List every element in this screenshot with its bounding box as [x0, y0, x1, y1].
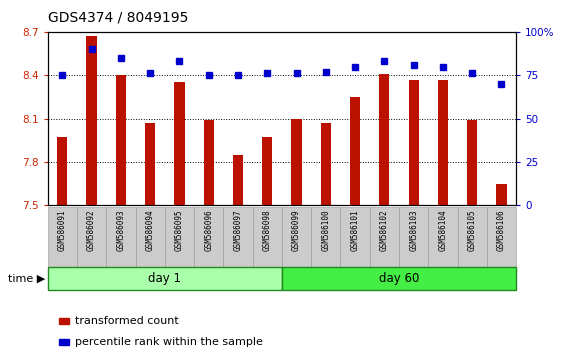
- Text: time ▶: time ▶: [8, 274, 45, 284]
- Text: GSM586100: GSM586100: [321, 209, 330, 251]
- Text: GSM586097: GSM586097: [233, 209, 242, 251]
- Bar: [350, 97, 360, 205]
- Bar: [262, 137, 273, 205]
- Text: percentile rank within the sample: percentile rank within the sample: [75, 337, 263, 347]
- Text: GSM586093: GSM586093: [116, 209, 125, 251]
- Bar: [370, 207, 399, 267]
- Text: GSM586103: GSM586103: [409, 209, 418, 251]
- Bar: [204, 120, 214, 205]
- Bar: [252, 207, 282, 267]
- Bar: [223, 207, 252, 267]
- Bar: [467, 120, 477, 205]
- Bar: [282, 207, 311, 267]
- Bar: [48, 207, 77, 267]
- Bar: [487, 207, 516, 267]
- Bar: [48, 267, 282, 290]
- Text: GSM586095: GSM586095: [175, 209, 184, 251]
- Text: GSM586104: GSM586104: [439, 209, 448, 251]
- Text: GSM586101: GSM586101: [351, 209, 360, 251]
- Bar: [136, 207, 165, 267]
- Text: transformed count: transformed count: [75, 316, 178, 326]
- Text: GSM586102: GSM586102: [380, 209, 389, 251]
- Bar: [379, 74, 389, 205]
- Bar: [86, 36, 96, 205]
- Bar: [458, 207, 487, 267]
- Text: day 60: day 60: [379, 272, 419, 285]
- Bar: [116, 75, 126, 205]
- Bar: [321, 123, 331, 205]
- Bar: [438, 80, 448, 205]
- Text: GSM586091: GSM586091: [58, 209, 67, 251]
- Text: GDS4374 / 8049195: GDS4374 / 8049195: [48, 11, 188, 25]
- Text: GSM586096: GSM586096: [204, 209, 213, 251]
- Bar: [165, 207, 194, 267]
- Text: GSM586092: GSM586092: [87, 209, 96, 251]
- Text: GSM586099: GSM586099: [292, 209, 301, 251]
- Text: day 1: day 1: [148, 272, 181, 285]
- Bar: [311, 207, 341, 267]
- Bar: [233, 155, 243, 205]
- Bar: [496, 184, 507, 205]
- Text: GSM586106: GSM586106: [497, 209, 506, 251]
- Bar: [106, 207, 136, 267]
- Bar: [341, 207, 370, 267]
- Bar: [194, 207, 223, 267]
- Bar: [174, 82, 185, 205]
- Text: GSM586098: GSM586098: [263, 209, 272, 251]
- Bar: [282, 267, 516, 290]
- Bar: [57, 137, 67, 205]
- Bar: [145, 123, 155, 205]
- Bar: [77, 207, 106, 267]
- Text: GSM586094: GSM586094: [146, 209, 155, 251]
- Bar: [408, 80, 419, 205]
- Bar: [428, 207, 458, 267]
- Text: GSM586105: GSM586105: [468, 209, 477, 251]
- Bar: [399, 207, 428, 267]
- Bar: [291, 119, 302, 205]
